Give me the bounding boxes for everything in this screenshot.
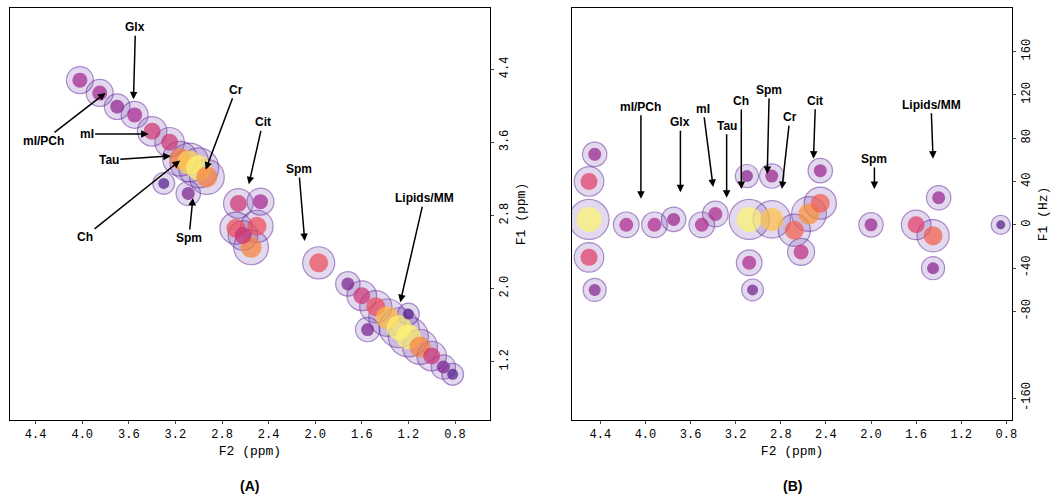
- svg-text:Cit: Cit: [255, 115, 271, 129]
- svg-text:mI: mI: [696, 102, 710, 116]
- svg-text:160: 160: [1020, 39, 1034, 61]
- svg-text:Ch: Ch: [733, 94, 749, 108]
- svg-text:Ch: Ch: [77, 230, 93, 244]
- svg-text:1.6: 1.6: [905, 428, 927, 442]
- svg-text:F1 (Hz): F1 (Hz): [1036, 187, 1051, 242]
- svg-text:0.8: 0.8: [444, 428, 466, 442]
- svg-text:1.2: 1.2: [950, 428, 972, 442]
- svg-text:1.2: 1.2: [498, 349, 512, 371]
- svg-text:3.2: 3.2: [165, 428, 187, 442]
- svg-text:1.2: 1.2: [398, 428, 420, 442]
- svg-text:4.0: 4.0: [635, 428, 657, 442]
- svg-text:3.6: 3.6: [118, 428, 140, 442]
- svg-text:40: 40: [1020, 172, 1034, 186]
- svg-text:2.0: 2.0: [498, 276, 512, 298]
- svg-text:2.4: 2.4: [258, 428, 280, 442]
- svg-text:mI/PCh: mI/PCh: [23, 134, 64, 148]
- svg-text:120: 120: [1020, 82, 1034, 104]
- svg-text:Tau: Tau: [717, 119, 737, 133]
- svg-text:2.8: 2.8: [498, 203, 512, 225]
- svg-text:Spm: Spm: [861, 152, 887, 166]
- svg-text:4.0: 4.0: [71, 428, 93, 442]
- svg-text:4.4: 4.4: [25, 428, 47, 442]
- svg-text:4.4: 4.4: [590, 428, 612, 442]
- svg-text:mI: mI: [80, 127, 94, 141]
- svg-text:(A): (A): [240, 478, 259, 494]
- svg-text:Cr: Cr: [783, 110, 797, 124]
- svg-text:3.6: 3.6: [680, 428, 702, 442]
- svg-text:(B): (B): [783, 478, 802, 494]
- svg-text:Spm: Spm: [176, 231, 202, 245]
- svg-text:0.8: 0.8: [996, 428, 1018, 442]
- svg-text:2.0: 2.0: [304, 428, 326, 442]
- svg-text:0: 0: [1020, 219, 1034, 226]
- svg-text:2.4: 2.4: [815, 428, 837, 442]
- svg-text:Cr: Cr: [229, 83, 243, 97]
- svg-text:2.8: 2.8: [211, 428, 233, 442]
- svg-text:Glx: Glx: [125, 20, 145, 34]
- svg-text:-160: -160: [1020, 382, 1034, 411]
- svg-text:F2 (ppm): F2 (ppm): [219, 444, 281, 459]
- svg-text:80: 80: [1020, 129, 1034, 143]
- svg-text:-80: -80: [1020, 299, 1034, 321]
- svg-text:Glx: Glx: [670, 115, 690, 129]
- svg-text:1.6: 1.6: [351, 428, 373, 442]
- svg-text:Cit: Cit: [807, 94, 823, 108]
- svg-text:Spm: Spm: [286, 162, 312, 176]
- svg-text:-40: -40: [1020, 256, 1034, 278]
- svg-text:3.6: 3.6: [498, 130, 512, 152]
- svg-text:F1 (ppm): F1 (ppm): [514, 183, 529, 245]
- svg-text:2.0: 2.0: [860, 428, 882, 442]
- svg-text:3.2: 3.2: [725, 428, 747, 442]
- svg-text:mI/PCh: mI/PCh: [620, 100, 661, 114]
- svg-text:Lipids/MM: Lipids/MM: [902, 98, 961, 112]
- svg-text:2.8: 2.8: [770, 428, 792, 442]
- svg-text:Tau: Tau: [99, 153, 119, 167]
- svg-text:4.4: 4.4: [498, 57, 512, 79]
- svg-text:F2 (ppm): F2 (ppm): [761, 444, 823, 459]
- svg-text:Spm: Spm: [756, 83, 782, 97]
- svg-text:Lipids/MM: Lipids/MM: [395, 191, 454, 205]
